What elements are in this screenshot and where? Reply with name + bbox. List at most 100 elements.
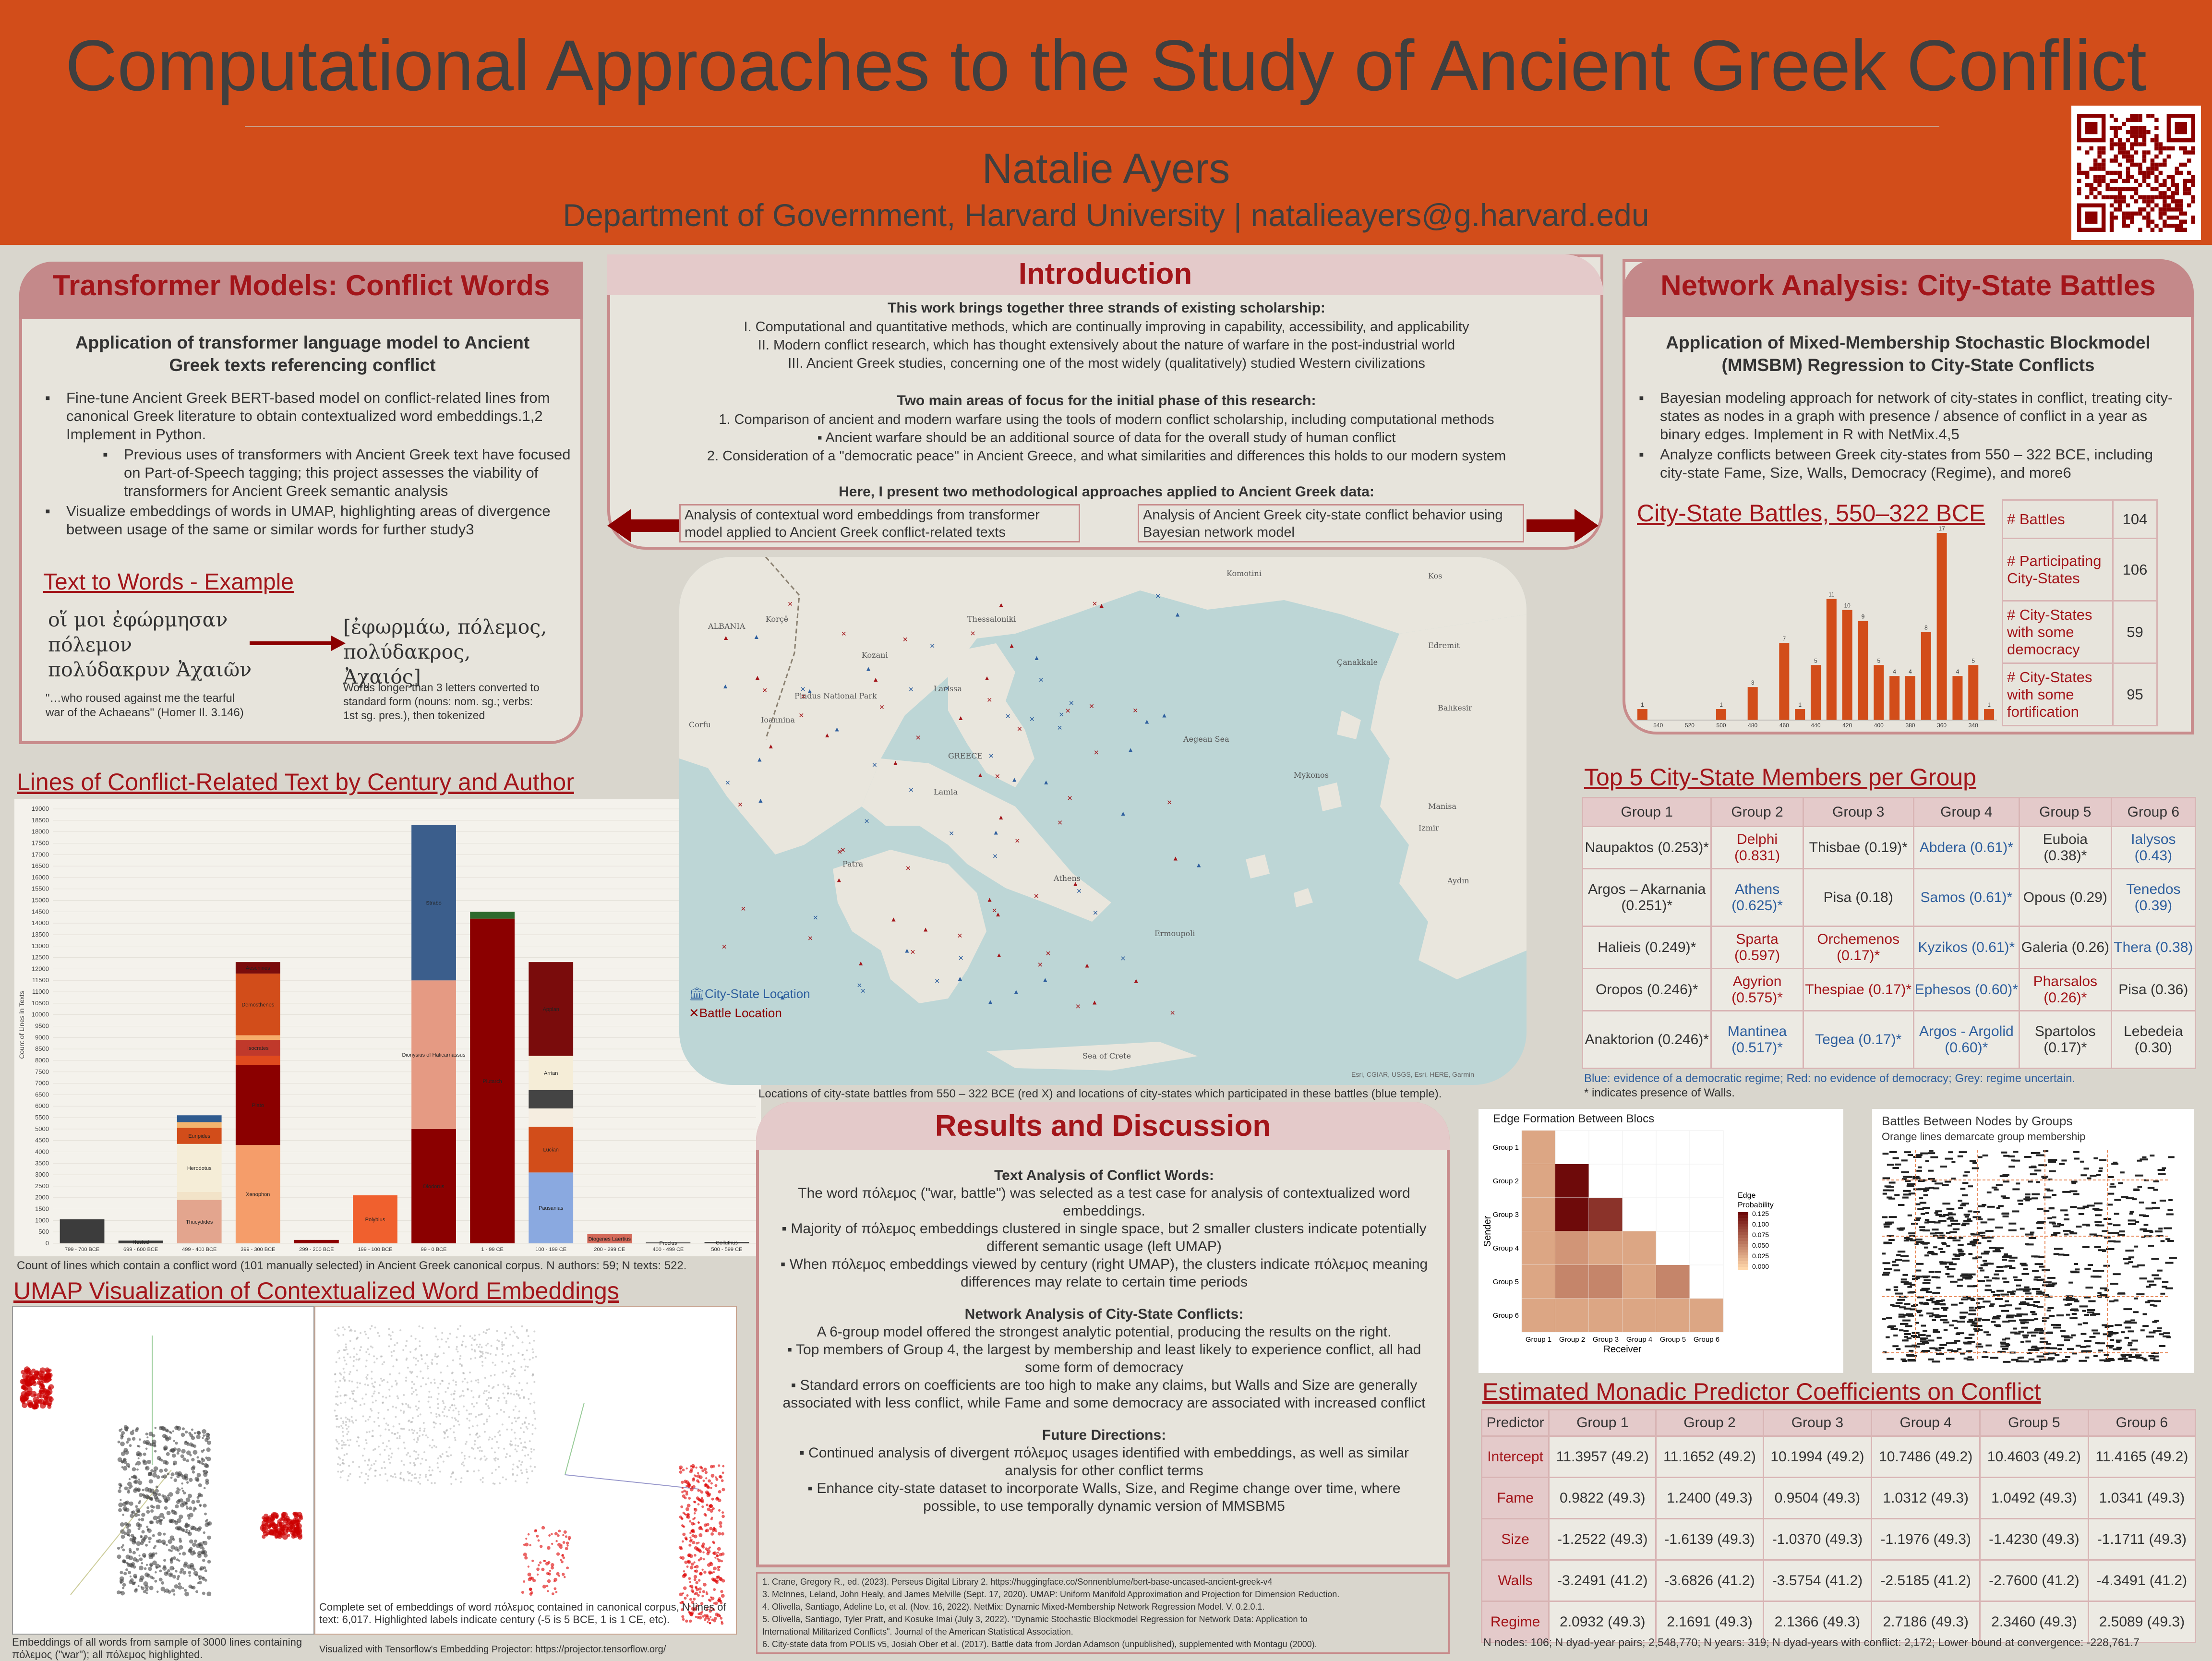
results-header-bar (756, 1102, 1450, 1150)
map-marker: ✕ (1029, 715, 1035, 723)
coef-cell: -2.5185 (41.2) (1871, 1559, 1981, 1602)
members-row: Halieis (0.249)* Sparta (0.597) Orchemenos… (1581, 926, 2197, 969)
map-label: Korçë (766, 614, 789, 624)
map-marker: ▲ (993, 828, 999, 836)
heatmap-cell (1522, 1299, 1555, 1332)
intro-strand-1: I. Computational and quantitative method… (744, 319, 1469, 335)
map-marker: ✕ (945, 685, 950, 692)
member-cell: Samos (0.61)* (1912, 868, 2020, 927)
member-cell: Thera (0.38) (2110, 926, 2197, 969)
map-marker: ✕ (1094, 749, 1099, 757)
left-arrow-icon (607, 509, 679, 542)
x-tick-label: 400 - 499 CE (652, 1247, 684, 1252)
stat-label: # Participating City-States (2002, 538, 2114, 602)
map-label: Thessaloniki (967, 614, 1016, 624)
heatmap-cell (1522, 1265, 1555, 1299)
stack-segment (294, 1240, 339, 1243)
map-label: Corfu (689, 720, 711, 729)
coef-cell: -3.6826 (41.2) (1655, 1559, 1764, 1602)
member-cell: Mantinea (0.517)* (1710, 1010, 1804, 1069)
map-marker: ✕ (988, 752, 994, 759)
umap-right-plot (314, 1306, 737, 1635)
map-marker: ▲ (834, 725, 841, 733)
stat-value: 106 (2112, 538, 2158, 602)
coef-cell: 1.0312 (49.3) (1871, 1477, 1981, 1519)
y-tick-label: 14500 (32, 908, 49, 915)
battle-bar-label: 7 (1783, 635, 1786, 642)
y-axis-label: Count of Lines in Texts (18, 991, 25, 1059)
stat-value: 104 (2112, 499, 2158, 539)
battle-tick-label: 540 (1653, 722, 1663, 729)
transformer-header-bar (19, 262, 583, 319)
map-marker: ▲ (1098, 602, 1105, 609)
x-tick-label: 799 - 700 BCE (65, 1247, 99, 1252)
map-marker: ▲ (779, 993, 786, 1001)
coef-header-cell: Group 3 (1762, 1409, 1873, 1437)
battle-bar-label: 10 (1844, 602, 1851, 609)
y-tick-label: 8000 (35, 1057, 49, 1064)
stack-segment (529, 1056, 574, 1090)
x-tick-label: 399 - 300 BCE (240, 1247, 275, 1252)
map-marker: ✕ (857, 981, 863, 989)
map-marker: ✕ (958, 954, 964, 962)
heatmap-y-label: Group 1 (1493, 1143, 1519, 1152)
map-marker: ✕ (1038, 676, 1044, 684)
stat-row: # Participating City-States 106 (2002, 538, 2158, 602)
members-header-cell: Group 5 (2018, 797, 2112, 827)
battle-bar (1921, 632, 1931, 720)
map-attribution: Esri, CGIAR, USGS, Esri, HERE, Garmin (1351, 1071, 1474, 1078)
map-label: Sea of Crete (1082, 1051, 1131, 1060)
coef-cell: -1.2522 (49.3) (1548, 1518, 1657, 1561)
battle-bar-label: 11 (1828, 591, 1835, 598)
map-marker: ✕ (741, 905, 746, 913)
battle-bar (1905, 676, 1915, 720)
map-marker: ▲ (1195, 861, 1202, 869)
heatmap-x-label: Group 2 (1559, 1336, 1585, 1344)
y-tick-label: 18000 (32, 828, 49, 835)
y-tick-label: 11500 (32, 976, 49, 984)
stack-segment (587, 1234, 632, 1243)
coef-row: Walls -3.2491 (41.2) -3.6826 (41.2) -3.5754… (1480, 1559, 2197, 1602)
text-bullet-1: ▪ Majority of πόλεμος embeddings cluster… (781, 1221, 1427, 1254)
map-label: Komotini (1226, 569, 1262, 578)
battle-bar (1889, 676, 1900, 720)
member-cell: Opous (0.29) (2018, 868, 2112, 927)
heatmap-cell (1623, 1231, 1656, 1265)
heatmap-y-label: Group 3 (1493, 1211, 1519, 1219)
heatmap-cell (1522, 1131, 1555, 1164)
members-row: Naupaktos (0.253)* Delphi (0.831) Thisbae … (1581, 826, 2197, 869)
map-marker: ✕ (798, 711, 804, 719)
member-cell: Spartolos (0.17)* (2018, 1010, 2112, 1069)
net-bullet-1: ▪ Top members of Group 4, the largest by… (787, 1342, 1421, 1375)
y-tick-label: 3000 (35, 1171, 49, 1178)
coef-cell: 10.4603 (49.2) (1979, 1435, 2089, 1478)
map-label: Lamia (934, 787, 958, 796)
battle-bar-label: 9 (1862, 614, 1865, 620)
lines-chart: 0 500 1000 1500 2000 2500 3000 3500 4000 4500 5000… (18, 805, 756, 1252)
coef-cell: -1.4230 (49.3) (1979, 1518, 2089, 1561)
map-marker: ▲ (998, 601, 1005, 609)
battle-bar-label: 1 (1719, 701, 1723, 708)
heatmap-cell (1656, 1299, 1690, 1332)
map-marker: ✕ (1069, 699, 1074, 707)
coef-predictor: Regime (1480, 1601, 1550, 1643)
results-body: Text Analysis of Conflict Words: The wor… (778, 1167, 1431, 1515)
member-cell: Naupaktos (0.253)* (1581, 826, 1712, 869)
coef-header-cell: Predictor (1480, 1409, 1550, 1437)
members-header-cell: Group 6 (2110, 797, 2197, 827)
map-marker: ✕ (1005, 712, 1011, 720)
transformer-bullets: Fine-tune Ancient Greek BERT-based model… (43, 389, 571, 541)
future-bullet-1: ▪ Continued analysis of divergent πόλεμο… (799, 1445, 1409, 1479)
map-marker: ✕ (801, 693, 806, 700)
map-label: ALBANIA (708, 622, 745, 631)
heatmap-ylabel: Sender (1482, 1216, 1493, 1247)
battle-tick-label: 480 (1748, 722, 1757, 729)
map-marker: ✕ (841, 630, 847, 638)
members-note: Blue: evidence of a democratic regime; R… (1584, 1072, 2199, 1085)
battle-tick-label: 440 (1811, 722, 1820, 729)
map-marker: ✕ (1058, 710, 1064, 718)
future-title: Future Directions: (1042, 1427, 1166, 1443)
member-cell: Thisbae (0.19)* (1802, 826, 1914, 869)
stack-segment (235, 1035, 280, 1040)
map-marker: ✕ (908, 686, 914, 693)
